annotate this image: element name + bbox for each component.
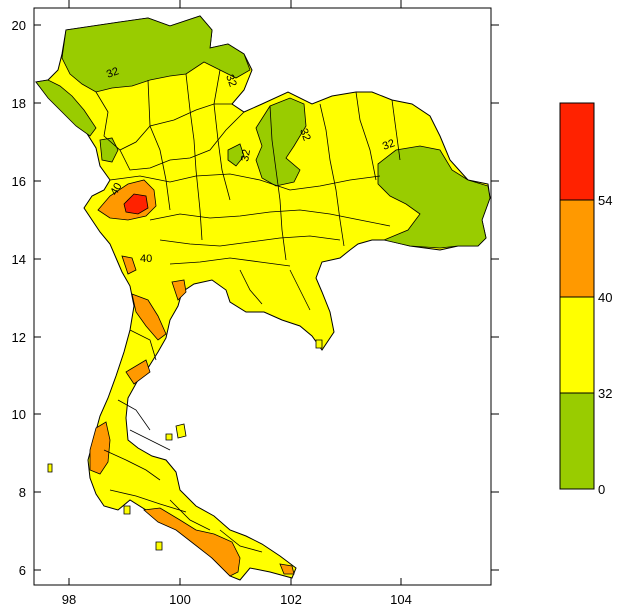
contour-label: 32 [223, 73, 238, 89]
y-tick-label: 10 [12, 407, 26, 422]
contour-label: 40 [140, 253, 152, 265]
colorbar: 54 40 32 0 [559, 102, 612, 497]
mid-zone-coast-4 [125, 359, 151, 385]
contour-label: 40 [108, 181, 125, 198]
contour-label: 32 [381, 137, 397, 152]
high-zone [123, 193, 149, 215]
y-tick-label: 14 [12, 252, 26, 267]
mid-zone-south-west [89, 421, 111, 475]
islands [47, 339, 323, 551]
contour-label: 32 [239, 148, 253, 162]
low-zone-central-small [227, 143, 245, 167]
contour-label: 32 [105, 65, 121, 80]
y-tick-label: 12 [12, 330, 26, 345]
mid-zone-south [143, 507, 241, 577]
province-borders [95, 69, 401, 553]
colorbar-bin-mid [559, 199, 595, 298]
x-tick-label: 102 [280, 592, 302, 607]
x-axis: 98 100 102 104 [62, 0, 412, 607]
colorbar-bin-low [559, 392, 595, 490]
y-tick-label: 20 [12, 18, 26, 33]
y-axis: 20 18 16 14 12 10 8 6 [12, 18, 499, 578]
x-tick-label: 100 [169, 592, 191, 607]
colorbar-bin-base [559, 296, 595, 394]
low-zone-northwest [35, 79, 97, 137]
colorbar-bin-high [559, 102, 595, 201]
colorbar-label: 54 [598, 193, 612, 208]
colorbar-label: 0 [598, 482, 605, 497]
y-tick-label: 6 [19, 563, 26, 578]
low-zone-central [255, 97, 307, 187]
contour-labels: 32 32 32 32 40 40 32 [105, 65, 397, 265]
x-tick-label: 104 [390, 592, 412, 607]
low-zones [35, 15, 491, 249]
mid-zone-coast-1 [121, 255, 137, 275]
low-zone-east [377, 145, 491, 249]
y-tick-label: 16 [12, 174, 26, 189]
y-tick-label: 8 [19, 485, 26, 500]
mid-zone-coast-3 [171, 279, 187, 301]
mid-zone-coast-2 [131, 293, 167, 341]
colorbar-label: 40 [598, 290, 612, 305]
x-tick-label: 98 [62, 592, 76, 607]
contour-label: 32 [297, 127, 312, 143]
y-tick-label: 18 [12, 96, 26, 111]
colorbar-label: 32 [598, 386, 612, 401]
mid-zone-south-east [279, 563, 295, 575]
